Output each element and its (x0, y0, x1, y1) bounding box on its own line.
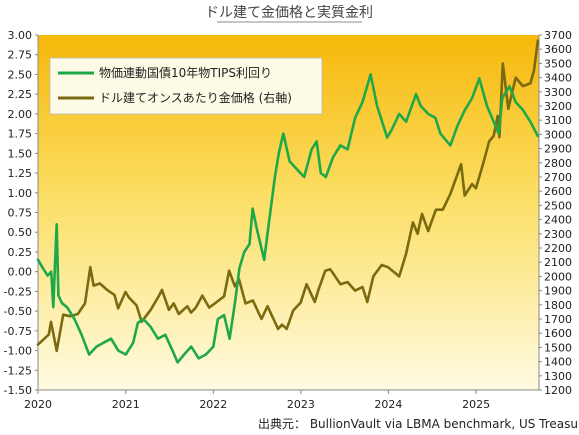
series-line-tips-yield (36, 73, 540, 364)
right-tick-label: 1400 (544, 356, 572, 369)
left-axis: 3.00 2.75 2.50 2.25 2.00 1.75 1.50 1.25 1.00 0.75… (4, 29, 39, 397)
right-tick-label: 2600 (544, 185, 572, 198)
right-tick-label: 2200 (544, 242, 572, 255)
right-tick-label: 3400 (544, 72, 572, 85)
right-tick-label: 3700 (544, 29, 572, 42)
right-tick-label: 1200 (544, 384, 572, 397)
x-tick-label: 2020 (24, 398, 52, 411)
right-tick-label: 3300 (544, 86, 572, 99)
x-axis: 2020 2021 2022 2023 2024 2025 (24, 389, 539, 411)
left-tick-label: 0.75 (8, 207, 33, 220)
right-tick-label: 3100 (544, 114, 572, 127)
x-tick-label: 2022 (199, 398, 227, 411)
left-tick-label: -0.50 (4, 305, 32, 318)
right-tick-label: 1500 (544, 341, 572, 354)
right-tick-label: 3500 (544, 57, 572, 70)
right-tick-label: 2300 (544, 228, 572, 241)
left-tick-label: -1.00 (4, 345, 32, 358)
right-tick-label: 2900 (544, 143, 572, 156)
x-tick-label: 2023 (287, 398, 315, 411)
right-tick-label: 3000 (544, 128, 572, 141)
right-tick-label: 1700 (544, 313, 572, 326)
right-tick-label: 1900 (544, 285, 572, 298)
right-tick-label: 2800 (544, 157, 572, 170)
left-tick-label: 2.50 (8, 68, 33, 81)
right-tick-label: 3200 (544, 100, 572, 113)
left-tick-label: -1.25 (4, 364, 32, 377)
right-tick-label: 2400 (544, 214, 572, 227)
left-tick-label: 2.75 (8, 49, 33, 62)
left-tick-label: -1.50 (4, 384, 32, 397)
left-tick-label: 0.00 (8, 266, 33, 279)
left-tick-label: -0.75 (4, 325, 32, 338)
left-tick-label: 1.75 (8, 128, 33, 141)
left-tick-label: 1.00 (8, 187, 33, 200)
legend-label-tips: 物価連動国債10年物TIPS利回り (99, 65, 272, 80)
left-tick-label: 0.50 (8, 226, 33, 239)
left-tick-label: 1.25 (8, 167, 33, 180)
left-tick-label: 1.50 (8, 147, 33, 160)
right-tick-label: 2700 (544, 171, 572, 184)
right-tick-label: 1600 (544, 327, 572, 340)
chart-title: ドル建て金価格と実質金利 (205, 5, 373, 21)
legend-box (49, 57, 323, 115)
x-tick-label: 2025 (462, 398, 490, 411)
legend-label-gold: ドル建てオンスあたり金価格 (右軸) (99, 90, 292, 105)
right-tick-label: 1300 (544, 370, 572, 383)
right-tick-label: 1800 (544, 299, 572, 312)
x-tick-label: 2024 (374, 398, 402, 411)
left-tick-label: 0.25 (8, 246, 33, 259)
left-tick-label: 2.00 (8, 108, 33, 121)
x-tick-label: 2021 (112, 398, 140, 411)
left-tick-label: -0.25 (4, 285, 32, 298)
right-tick-label: 2500 (544, 199, 572, 212)
legend: 物価連動国債10年物TIPS利回り ドル建てオンスあたり金価格 (右軸) (49, 57, 323, 115)
source-note: 出典元： BullionVault via LBMA benchmark, US… (258, 417, 579, 431)
series-line-gold-price (36, 39, 540, 353)
right-tick-label: 2100 (544, 256, 572, 269)
left-tick-label: 3.00 (8, 29, 33, 42)
series-layer (36, 39, 540, 364)
right-tick-label: 3600 (544, 43, 572, 56)
left-tick-label: 2.25 (8, 88, 33, 101)
right-tick-label: 2000 (544, 270, 572, 283)
